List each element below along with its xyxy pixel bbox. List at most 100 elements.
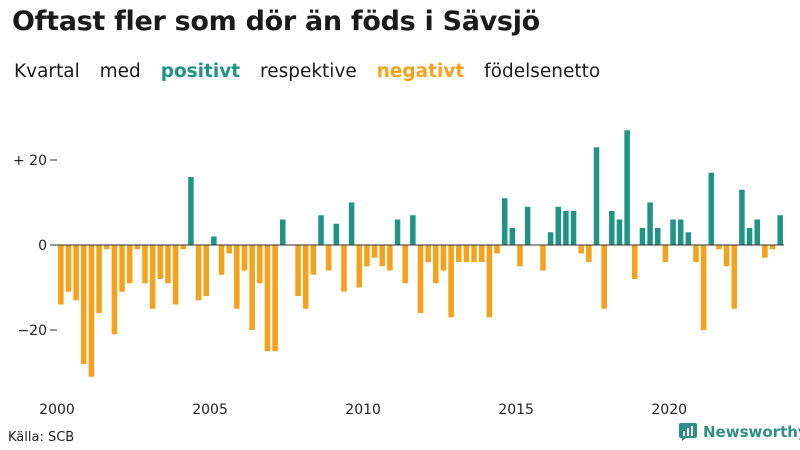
bar <box>563 211 569 245</box>
bar <box>670 219 676 245</box>
bar <box>685 232 692 245</box>
bar <box>257 245 263 284</box>
bar <box>601 245 607 309</box>
x-tick-label: 2005 <box>192 402 228 418</box>
chart-title: Oftast fler som dör än föds i Sävsjö <box>12 6 540 37</box>
bar <box>165 245 171 284</box>
bar <box>540 245 546 271</box>
bar <box>501 198 508 245</box>
bar <box>647 202 653 245</box>
y-tick-label: −20 <box>17 323 47 339</box>
x-tick-label: 2020 <box>651 402 687 418</box>
bar <box>662 245 669 262</box>
bar <box>570 211 577 245</box>
bar <box>777 215 783 245</box>
bar <box>379 245 385 267</box>
bar <box>486 245 493 318</box>
bar <box>754 219 760 245</box>
bar <box>295 245 301 296</box>
bar <box>234 245 240 309</box>
bar <box>226 245 232 254</box>
bar <box>693 245 699 262</box>
brand-logo: Newsworthy <box>679 423 800 441</box>
bar <box>632 245 638 279</box>
bar <box>280 219 286 245</box>
bar <box>746 228 753 245</box>
negative-legend-label: negativt <box>376 61 465 82</box>
bar <box>333 223 340 245</box>
bar <box>310 245 317 275</box>
bar <box>394 219 401 245</box>
bar <box>402 245 408 284</box>
x-tick-label: 2010 <box>345 402 381 418</box>
bar <box>341 245 347 292</box>
bar <box>578 245 584 254</box>
bar <box>73 245 79 301</box>
bar <box>65 245 72 292</box>
bar <box>302 245 309 309</box>
bar <box>272 245 278 352</box>
bar <box>318 215 324 245</box>
chart-subtitle: Kvartal med positivt respektive negativt… <box>14 61 614 82</box>
bar <box>126 245 133 284</box>
bar <box>739 189 745 245</box>
source-note: Källa: SCB <box>8 430 75 445</box>
bar <box>410 215 416 245</box>
positive-legend-label: positivt <box>160 61 241 82</box>
bar <box>509 228 516 245</box>
bar <box>494 245 500 254</box>
bar <box>88 245 95 377</box>
bar <box>716 245 722 250</box>
bar <box>677 219 684 245</box>
bar <box>547 232 554 245</box>
bar <box>149 245 156 309</box>
bar <box>762 245 768 258</box>
bar <box>517 245 523 267</box>
bar <box>593 147 600 245</box>
bar <box>356 245 363 288</box>
bar <box>188 177 194 245</box>
bar <box>417 245 424 313</box>
bar <box>471 245 477 262</box>
bar <box>203 245 209 296</box>
bar <box>58 245 64 305</box>
bar <box>654 228 661 245</box>
bar <box>241 245 248 271</box>
bar <box>624 130 630 245</box>
bar <box>348 202 355 245</box>
bar <box>731 245 738 309</box>
bar <box>440 245 447 271</box>
newsworthy-logo-icon <box>679 423 697 441</box>
bar <box>364 245 370 267</box>
bar <box>111 245 118 335</box>
bar <box>425 245 431 262</box>
brand-name: Newsworthy <box>703 423 800 441</box>
bar <box>249 245 255 330</box>
bar <box>142 245 148 284</box>
subtitle-word: födelsenetto <box>484 61 601 82</box>
bar <box>96 245 102 313</box>
y-tick-label: 0 <box>38 238 47 254</box>
bar <box>478 245 485 262</box>
bar <box>264 245 271 352</box>
bar <box>134 245 141 250</box>
x-tick-label: 2015 <box>498 402 534 418</box>
bar <box>387 245 393 271</box>
bar <box>708 172 715 245</box>
bar <box>456 245 462 262</box>
bar <box>609 211 615 245</box>
subtitle-word: Kvartal <box>14 61 80 82</box>
bar <box>119 245 125 292</box>
bar <box>639 228 646 245</box>
bar <box>463 245 470 262</box>
bar <box>325 245 332 271</box>
x-tick-label: 2000 <box>39 402 75 418</box>
bar <box>172 245 179 305</box>
bar <box>81 245 87 364</box>
subtitle-word: med <box>99 61 141 82</box>
bar <box>103 245 110 250</box>
bar <box>448 245 454 318</box>
bar <box>524 206 531 245</box>
bar <box>195 245 202 301</box>
